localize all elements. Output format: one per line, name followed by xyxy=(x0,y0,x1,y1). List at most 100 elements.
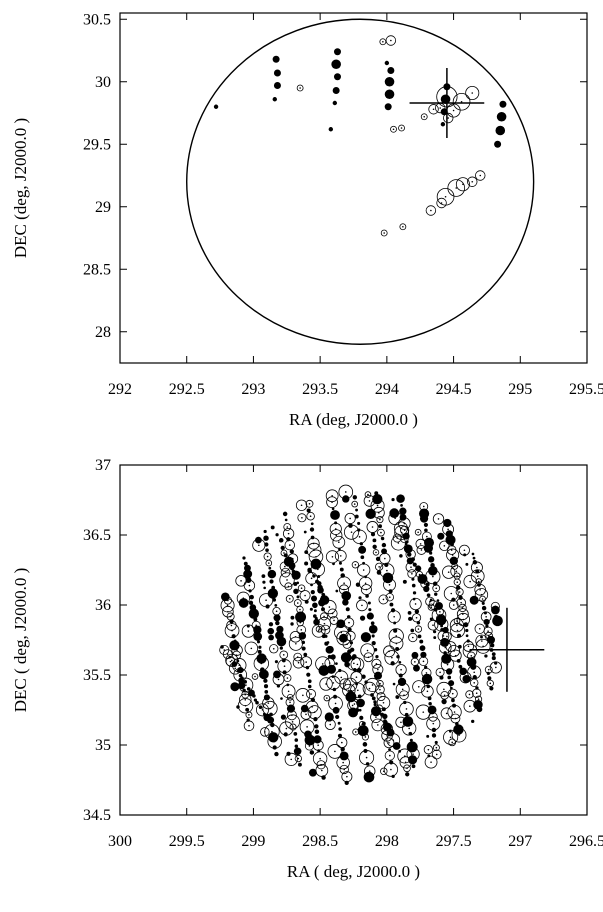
open-data-point-center xyxy=(300,587,303,590)
open-data-point-center xyxy=(231,659,233,662)
open-data-point-center xyxy=(443,694,446,697)
filled-data-point xyxy=(236,669,240,673)
filled-data-point xyxy=(405,772,410,777)
filled-data-point xyxy=(306,672,311,677)
open-data-point-center xyxy=(495,666,497,669)
filled-data-point xyxy=(463,553,467,557)
filled-data-point xyxy=(448,680,455,687)
open-data-point xyxy=(351,500,359,508)
open-data-point xyxy=(470,678,479,688)
open-data-point xyxy=(447,704,462,720)
filled-data-point xyxy=(253,698,258,702)
open-data-point-center xyxy=(447,117,450,119)
filled-data-point xyxy=(441,653,452,664)
filled-data-point xyxy=(228,655,232,659)
open-data-point-center xyxy=(226,653,229,655)
y-tick-label: 29.5 xyxy=(83,136,111,153)
open-data-point-center xyxy=(334,750,336,753)
open-data-point-center xyxy=(462,618,465,621)
filled-data-point xyxy=(396,494,405,503)
open-data-point-center xyxy=(261,709,264,711)
open-data-point xyxy=(360,643,375,658)
filled-data-point xyxy=(236,705,240,709)
filled-data-point xyxy=(267,569,277,579)
filled-data-point xyxy=(431,733,437,738)
open-data-point-center xyxy=(400,127,403,129)
filled-data-point xyxy=(440,94,451,105)
filled-data-point xyxy=(451,698,455,703)
open-data-point-center xyxy=(317,630,320,632)
filled-data-point xyxy=(393,628,398,633)
filled-data-point xyxy=(398,749,402,753)
filled-data-point xyxy=(307,567,312,573)
open-data-point xyxy=(342,639,352,649)
open-data-point xyxy=(361,733,369,741)
open-data-point xyxy=(371,658,382,669)
filled-data-point xyxy=(395,695,400,699)
open-data-point-center xyxy=(445,712,448,715)
filled-data-point xyxy=(272,97,277,102)
open-data-point-center xyxy=(323,622,326,625)
filled-data-point xyxy=(380,712,385,717)
open-data-point-center xyxy=(403,538,406,540)
filled-data-point xyxy=(437,532,445,540)
open-data-point-center xyxy=(405,708,408,710)
filled-data-point xyxy=(465,634,469,638)
open-data-point xyxy=(443,729,459,745)
open-data-point xyxy=(260,727,270,737)
open-data-point xyxy=(431,749,442,760)
open-data-point-center xyxy=(234,667,236,670)
open-data-point-center xyxy=(295,642,297,645)
y-tick-label: 36 xyxy=(95,597,111,614)
open-data-point-center xyxy=(317,568,319,571)
filled-data-point xyxy=(386,728,395,737)
open-data-point-center xyxy=(432,575,434,578)
open-data-point-center xyxy=(468,693,471,696)
data-points xyxy=(219,484,503,785)
open-data-point-center xyxy=(452,604,455,606)
open-data-point-center xyxy=(308,745,311,747)
filled-data-point xyxy=(384,60,390,66)
filled-data-point xyxy=(412,591,417,595)
filled-data-point xyxy=(313,735,322,744)
open-data-point xyxy=(416,545,427,555)
open-data-point xyxy=(372,549,380,556)
open-data-point-center xyxy=(460,100,463,103)
open-data-point-center xyxy=(471,180,474,183)
open-data-point-center xyxy=(456,575,458,577)
open-data-point-center xyxy=(287,690,290,693)
filled-data-point xyxy=(358,708,362,712)
filled-data-point xyxy=(294,744,299,748)
filled-data-point xyxy=(371,696,376,701)
filled-data-point xyxy=(381,548,388,555)
x-tick-label: 292.5 xyxy=(169,381,205,398)
filled-data-point xyxy=(267,627,275,635)
open-data-point-center xyxy=(290,758,293,761)
filled-data-point xyxy=(296,581,300,585)
filled-data-point xyxy=(375,556,381,562)
filled-data-point xyxy=(431,727,437,733)
filled-data-point xyxy=(301,646,306,651)
open-data-point xyxy=(334,549,347,562)
open-data-point-center xyxy=(342,637,345,639)
open-data-point xyxy=(241,624,256,638)
filled-data-point xyxy=(339,751,349,761)
filled-data-point xyxy=(373,700,377,704)
filled-data-point xyxy=(280,697,283,700)
x-tick-label: 294 xyxy=(375,381,399,398)
open-data-point xyxy=(286,693,294,701)
open-data-point-center xyxy=(255,624,257,627)
filled-data-point xyxy=(491,656,496,661)
filled-data-point xyxy=(420,651,427,658)
open-data-point-center xyxy=(346,775,348,778)
open-data-point-center xyxy=(432,722,435,725)
open-data-point-center xyxy=(288,544,291,546)
filled-data-point xyxy=(487,676,492,681)
filled-data-point xyxy=(381,542,387,548)
open-data-point-center xyxy=(392,739,395,741)
filled-data-point xyxy=(419,645,426,652)
filled-data-point xyxy=(388,589,393,594)
filled-data-point xyxy=(434,592,438,596)
filled-data-point xyxy=(313,609,317,613)
filled-data-point xyxy=(427,696,432,701)
